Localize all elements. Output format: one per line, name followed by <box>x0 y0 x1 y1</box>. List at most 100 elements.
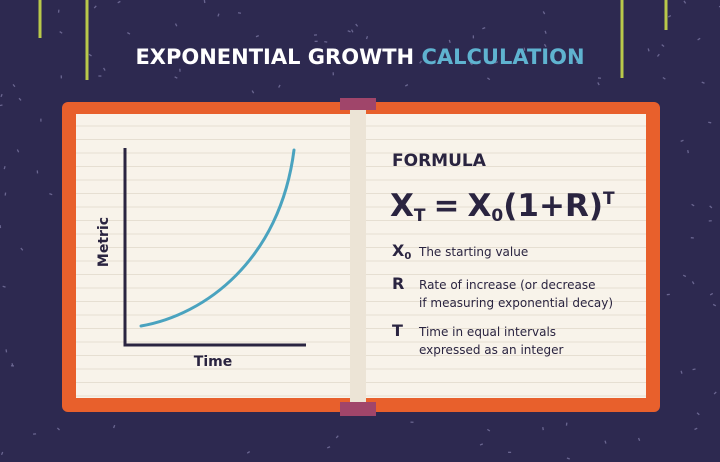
symbol: R <box>392 274 404 293</box>
speckle <box>117 0 121 4</box>
speckle <box>709 292 714 296</box>
speckle <box>692 368 696 371</box>
speckle <box>176 56 179 60</box>
speckle <box>278 84 281 88</box>
speckle <box>542 11 546 15</box>
speckle <box>656 53 660 57</box>
speckle <box>597 82 600 86</box>
right-page <box>366 114 646 398</box>
speckle <box>251 90 255 94</box>
formula-part: (1+R) <box>503 188 603 224</box>
speckle <box>697 37 701 41</box>
speckle <box>0 104 3 107</box>
speckle <box>419 60 423 64</box>
growth-curve <box>139 148 296 328</box>
speckle <box>701 81 705 84</box>
speckle <box>3 166 6 170</box>
definition-text: expressed as an integer <box>419 343 563 357</box>
speckle <box>487 428 491 432</box>
speckle <box>217 13 220 17</box>
formula: XT = X0(1+R)T <box>390 188 615 226</box>
speckle <box>712 303 717 307</box>
speckle <box>237 12 242 14</box>
speckle <box>708 121 712 124</box>
formula-sub: T <box>414 206 426 226</box>
formula-part: X <box>468 188 492 224</box>
speckle <box>49 193 53 196</box>
vines <box>38 0 668 80</box>
speckle <box>127 32 131 35</box>
speckle <box>662 76 666 80</box>
speckle <box>93 5 97 9</box>
speckle <box>327 446 331 449</box>
speckle <box>637 437 641 441</box>
speckle <box>680 370 683 374</box>
definition-text: Time in equal intervals <box>418 325 556 339</box>
left-page <box>76 114 351 398</box>
speckle <box>482 27 486 30</box>
speckle <box>479 443 484 446</box>
speckle <box>103 67 106 71</box>
speckle <box>20 247 24 251</box>
speckle <box>691 281 695 285</box>
speckle <box>242 48 246 52</box>
y-axis-label: Metric <box>96 217 112 267</box>
formula-heading: FORMULA <box>392 151 487 171</box>
speckle <box>335 435 339 439</box>
speckle <box>246 451 251 454</box>
symbol: T <box>392 321 403 340</box>
title-highlight: CALCULATION <box>421 45 584 69</box>
formula-part: = <box>434 188 460 224</box>
speckle <box>0 451 4 456</box>
speckle <box>448 39 451 43</box>
speckle <box>604 440 607 444</box>
definition-symbol: X0 <box>392 241 411 262</box>
speckle <box>486 77 491 81</box>
formula-sub: 0 <box>491 206 503 226</box>
definition-symbol: T <box>392 321 403 340</box>
speckle <box>347 30 351 33</box>
definition-text: The starting value <box>418 245 528 259</box>
speckle <box>682 274 687 278</box>
speckle <box>365 36 369 40</box>
speckle <box>18 97 22 101</box>
speckle <box>709 205 713 209</box>
speckle <box>404 84 409 87</box>
spine <box>350 110 366 402</box>
bookmark-bottom <box>340 402 376 416</box>
speckle <box>88 53 92 57</box>
symbol-sub: 0 <box>404 251 411 262</box>
formula-part: X <box>390 188 414 224</box>
speckle <box>687 149 689 154</box>
speckle <box>334 57 339 61</box>
speckle <box>255 35 260 38</box>
formula-sup: T <box>603 189 615 209</box>
speckle <box>0 93 3 98</box>
speckle <box>59 31 63 34</box>
speckle <box>543 43 547 48</box>
axes <box>123 148 306 347</box>
speckle <box>661 44 665 48</box>
speckle <box>174 23 178 27</box>
definition-text: Rate of increase (or decrease <box>419 278 596 292</box>
speckle <box>351 29 354 33</box>
ruled-lines <box>76 125 646 397</box>
definitions: X0 The starting value R Rate of increase (o… <box>392 241 613 357</box>
speckle <box>494 61 499 64</box>
speckle <box>667 15 672 18</box>
speckle <box>680 139 684 142</box>
speckle <box>174 76 178 79</box>
speckle <box>16 149 20 153</box>
speckle <box>355 23 359 27</box>
symbol: X <box>392 241 405 260</box>
speckle <box>694 427 698 431</box>
speckle <box>2 285 6 288</box>
speckle <box>647 48 650 52</box>
speckle <box>575 61 579 64</box>
speckle <box>56 427 60 431</box>
title-main: EXPONENTIAL GROWTH <box>135 45 414 69</box>
speckle <box>566 457 570 460</box>
speckle <box>683 0 687 4</box>
